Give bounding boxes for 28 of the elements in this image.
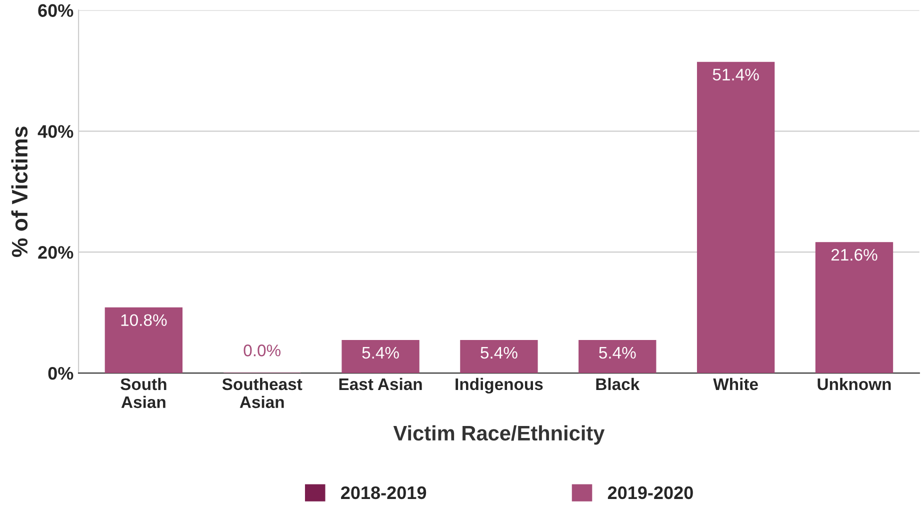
y-tick-label: 0% — [48, 366, 74, 380]
x-tick-label: White — [713, 378, 758, 390]
data-label: 5.4% — [480, 346, 518, 359]
y-axis-title: % of Victims — [11, 126, 28, 257]
y-tick-label: 40% — [38, 125, 74, 138]
legend-label: 2019-2020 — [608, 486, 693, 500]
bar — [342, 340, 420, 374]
x-tick-label: Southeast Asian — [222, 378, 302, 408]
x-tick-label: Black — [596, 378, 640, 390]
x-tick-label: Unknown — [818, 378, 891, 390]
x-tick-label: East Asian — [339, 378, 422, 390]
data-label: 51.4% — [712, 68, 759, 81]
data-label: 10.8% — [121, 314, 167, 326]
bar — [815, 242, 894, 374]
data-label: 21.6% — [831, 248, 878, 261]
data-label: 5.4% — [362, 346, 399, 359]
bar — [104, 307, 183, 374]
x-axis-title: Victim Race/Ethnicity — [393, 425, 605, 445]
data-label: 0.0% — [244, 344, 281, 356]
y-tick-label: 60% — [38, 4, 74, 17]
bar — [460, 340, 538, 374]
bar — [696, 62, 775, 374]
data-label: 5.4% — [599, 346, 636, 359]
y-tick-label: 20% — [38, 246, 74, 259]
x-tick-label: South Asian — [120, 378, 166, 408]
x-tick-label: Indigenous — [456, 378, 543, 394]
legend-label: 2018-2019 — [341, 486, 426, 500]
bar — [578, 340, 656, 374]
